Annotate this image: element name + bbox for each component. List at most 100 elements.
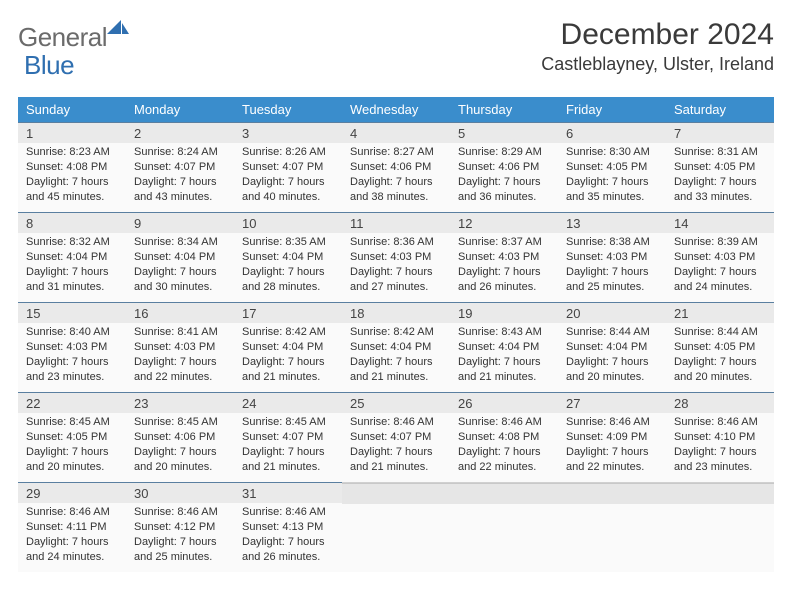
sunrise-line: Sunrise: 8:24 AM bbox=[134, 145, 226, 160]
sunset-line: Sunset: 4:03 PM bbox=[566, 250, 658, 265]
sunset-line: Sunset: 4:04 PM bbox=[242, 250, 334, 265]
day-cell: 31Sunrise: 8:46 AMSunset: 4:13 PMDayligh… bbox=[234, 482, 342, 572]
day-body: Sunrise: 8:35 AMSunset: 4:04 PMDaylight:… bbox=[234, 233, 342, 298]
day-body: Sunrise: 8:44 AMSunset: 4:05 PMDaylight:… bbox=[666, 323, 774, 388]
daylight-line: Daylight: 7 hours and 22 minutes. bbox=[566, 445, 658, 475]
sunset-line: Sunset: 4:03 PM bbox=[134, 340, 226, 355]
day-number: 25 bbox=[342, 392, 450, 413]
sunset-line: Sunset: 4:04 PM bbox=[458, 340, 550, 355]
daylight-line: Daylight: 7 hours and 21 minutes. bbox=[458, 355, 550, 385]
day-cell: 7Sunrise: 8:31 AMSunset: 4:05 PMDaylight… bbox=[666, 122, 774, 212]
day-number: 27 bbox=[558, 392, 666, 413]
weekday-thursday: Thursday bbox=[450, 97, 558, 122]
day-cell: 28Sunrise: 8:46 AMSunset: 4:10 PMDayligh… bbox=[666, 392, 774, 482]
day-number: 1 bbox=[18, 122, 126, 143]
sunrise-line: Sunrise: 8:46 AM bbox=[242, 505, 334, 520]
weekday-saturday: Saturday bbox=[666, 97, 774, 122]
sunrise-line: Sunrise: 8:39 AM bbox=[674, 235, 766, 250]
brand-word2-wrap: Blue bbox=[24, 50, 74, 81]
daylight-line: Daylight: 7 hours and 20 minutes. bbox=[566, 355, 658, 385]
day-cell: 4Sunrise: 8:27 AMSunset: 4:06 PMDaylight… bbox=[342, 122, 450, 212]
day-cell: 17Sunrise: 8:42 AMSunset: 4:04 PMDayligh… bbox=[234, 302, 342, 392]
daylight-line: Daylight: 7 hours and 20 minutes. bbox=[134, 445, 226, 475]
sunrise-line: Sunrise: 8:41 AM bbox=[134, 325, 226, 340]
day-cell bbox=[666, 482, 774, 572]
day-body: Sunrise: 8:36 AMSunset: 4:03 PMDaylight:… bbox=[342, 233, 450, 298]
daylight-line: Daylight: 7 hours and 20 minutes. bbox=[674, 355, 766, 385]
brand-word1: General bbox=[18, 22, 107, 53]
day-cell: 30Sunrise: 8:46 AMSunset: 4:12 PMDayligh… bbox=[126, 482, 234, 572]
weekday-friday: Friday bbox=[558, 97, 666, 122]
sunset-line: Sunset: 4:04 PM bbox=[134, 250, 226, 265]
day-body: Sunrise: 8:46 AMSunset: 4:12 PMDaylight:… bbox=[126, 503, 234, 568]
day-number: 31 bbox=[234, 482, 342, 503]
day-cell: 3Sunrise: 8:26 AMSunset: 4:07 PMDaylight… bbox=[234, 122, 342, 212]
daylight-line: Daylight: 7 hours and 23 minutes. bbox=[26, 355, 118, 385]
day-number: 26 bbox=[450, 392, 558, 413]
day-number: 22 bbox=[18, 392, 126, 413]
weekday-wednesday: Wednesday bbox=[342, 97, 450, 122]
day-number: 21 bbox=[666, 302, 774, 323]
calendar-table: SundayMondayTuesdayWednesdayThursdayFrid… bbox=[18, 97, 774, 572]
daylight-line: Daylight: 7 hours and 20 minutes. bbox=[26, 445, 118, 475]
sunset-line: Sunset: 4:04 PM bbox=[242, 340, 334, 355]
sunset-line: Sunset: 4:05 PM bbox=[674, 160, 766, 175]
sunrise-line: Sunrise: 8:46 AM bbox=[674, 415, 766, 430]
day-number: 10 bbox=[234, 212, 342, 233]
day-cell: 24Sunrise: 8:45 AMSunset: 4:07 PMDayligh… bbox=[234, 392, 342, 482]
sunset-line: Sunset: 4:03 PM bbox=[674, 250, 766, 265]
day-number: 28 bbox=[666, 392, 774, 413]
day-body: Sunrise: 8:42 AMSunset: 4:04 PMDaylight:… bbox=[234, 323, 342, 388]
sunrise-line: Sunrise: 8:45 AM bbox=[26, 415, 118, 430]
day-cell: 15Sunrise: 8:40 AMSunset: 4:03 PMDayligh… bbox=[18, 302, 126, 392]
weekday-monday: Monday bbox=[126, 97, 234, 122]
day-number: 14 bbox=[666, 212, 774, 233]
sunset-line: Sunset: 4:06 PM bbox=[458, 160, 550, 175]
sunrise-line: Sunrise: 8:46 AM bbox=[26, 505, 118, 520]
day-body: Sunrise: 8:46 AMSunset: 4:07 PMDaylight:… bbox=[342, 413, 450, 478]
calendar-body: 1Sunrise: 8:23 AMSunset: 4:08 PMDaylight… bbox=[18, 122, 774, 572]
sunset-line: Sunset: 4:05 PM bbox=[26, 430, 118, 445]
daylight-line: Daylight: 7 hours and 33 minutes. bbox=[674, 175, 766, 205]
sunrise-line: Sunrise: 8:46 AM bbox=[458, 415, 550, 430]
day-body: Sunrise: 8:45 AMSunset: 4:06 PMDaylight:… bbox=[126, 413, 234, 478]
daylight-line: Daylight: 7 hours and 22 minutes. bbox=[458, 445, 550, 475]
day-number: 15 bbox=[18, 302, 126, 323]
day-number: 13 bbox=[558, 212, 666, 233]
sunrise-line: Sunrise: 8:44 AM bbox=[566, 325, 658, 340]
day-cell: 18Sunrise: 8:42 AMSunset: 4:04 PMDayligh… bbox=[342, 302, 450, 392]
day-cell: 23Sunrise: 8:45 AMSunset: 4:06 PMDayligh… bbox=[126, 392, 234, 482]
day-cell bbox=[450, 482, 558, 572]
sunset-line: Sunset: 4:03 PM bbox=[26, 340, 118, 355]
daylight-line: Daylight: 7 hours and 43 minutes. bbox=[134, 175, 226, 205]
sunset-line: Sunset: 4:12 PM bbox=[134, 520, 226, 535]
flag-icon bbox=[107, 20, 129, 43]
day-cell: 22 Sunrise: 8:45 AMSunset: 4:05 PMDayligh… bbox=[18, 392, 126, 482]
calendar-row: 22Sunrise: 8:45 AMSunset: 4:05 PMDayligh… bbox=[18, 392, 774, 482]
daylight-line: Daylight: 7 hours and 31 minutes. bbox=[26, 265, 118, 295]
day-body: Sunrise: 8:42 AMSunset: 4:04 PMDaylight:… bbox=[342, 323, 450, 388]
daylight-line: Daylight: 7 hours and 45 minutes. bbox=[26, 175, 118, 205]
sunset-line: Sunset: 4:09 PM bbox=[566, 430, 658, 445]
day-body: Sunrise: 8:27 AMSunset: 4:06 PMDaylight:… bbox=[342, 143, 450, 208]
sunset-line: Sunset: 4:06 PM bbox=[134, 430, 226, 445]
day-body: Sunrise: 8:46 AMSunset: 4:13 PMDaylight:… bbox=[234, 503, 342, 568]
day-cell: 9Sunrise: 8:34 AMSunset: 4:04 PMDaylight… bbox=[126, 212, 234, 302]
sunrise-line: Sunrise: 8:43 AM bbox=[458, 325, 550, 340]
sunrise-line: Sunrise: 8:45 AM bbox=[242, 415, 334, 430]
day-number: 9 bbox=[126, 212, 234, 233]
sunset-line: Sunset: 4:05 PM bbox=[566, 160, 658, 175]
sunrise-line: Sunrise: 8:35 AM bbox=[242, 235, 334, 250]
day-number: 18 bbox=[342, 302, 450, 323]
day-body: Sunrise: 8:44 AMSunset: 4:04 PMDaylight:… bbox=[558, 323, 666, 388]
day-number: 30 bbox=[126, 482, 234, 503]
day-body: Sunrise: 8:34 AMSunset: 4:04 PMDaylight:… bbox=[126, 233, 234, 298]
day-cell: 13Sunrise: 8:38 AMSunset: 4:03 PMDayligh… bbox=[558, 212, 666, 302]
sunset-line: Sunset: 4:07 PM bbox=[134, 160, 226, 175]
sunrise-line: Sunrise: 8:46 AM bbox=[350, 415, 442, 430]
day-number: 5 bbox=[450, 122, 558, 143]
sunrise-line: Sunrise: 8:23 AM bbox=[26, 145, 118, 160]
sunset-line: Sunset: 4:08 PM bbox=[26, 160, 118, 175]
empty-day bbox=[450, 483, 558, 504]
day-body: Sunrise: 8:38 AMSunset: 4:03 PMDaylight:… bbox=[558, 233, 666, 298]
